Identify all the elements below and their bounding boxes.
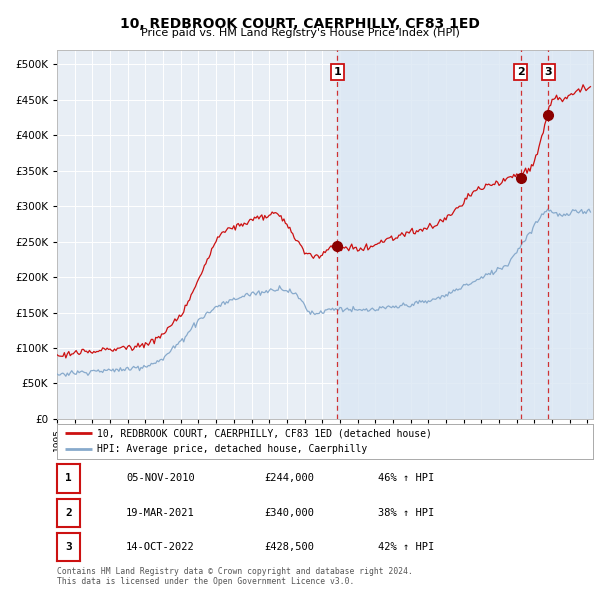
Text: This data is licensed under the Open Government Licence v3.0.: This data is licensed under the Open Gov…: [57, 577, 355, 586]
Text: HPI: Average price, detached house, Caerphilly: HPI: Average price, detached house, Caer…: [97, 444, 367, 454]
Text: 38% ↑ HPI: 38% ↑ HPI: [378, 508, 434, 517]
Text: £340,000: £340,000: [264, 508, 314, 517]
Text: 2: 2: [65, 508, 72, 517]
Text: 46% ↑ HPI: 46% ↑ HPI: [378, 474, 434, 483]
Text: 19-MAR-2021: 19-MAR-2021: [126, 508, 195, 517]
Text: £244,000: £244,000: [264, 474, 314, 483]
Text: 3: 3: [545, 67, 552, 77]
Text: 3: 3: [65, 542, 72, 552]
Text: 2: 2: [517, 67, 524, 77]
Text: Contains HM Land Registry data © Crown copyright and database right 2024.: Contains HM Land Registry data © Crown c…: [57, 567, 413, 576]
Text: 42% ↑ HPI: 42% ↑ HPI: [378, 542, 434, 552]
Text: 10, REDBROOK COURT, CAERPHILLY, CF83 1ED (detached house): 10, REDBROOK COURT, CAERPHILLY, CF83 1ED…: [97, 428, 432, 438]
Text: 1: 1: [334, 67, 341, 77]
Bar: [337, 50, 593, 419]
Text: 14-OCT-2022: 14-OCT-2022: [126, 542, 195, 552]
Text: 05-NOV-2010: 05-NOV-2010: [126, 474, 195, 483]
Text: Price paid vs. HM Land Registry's House Price Index (HPI): Price paid vs. HM Land Registry's House …: [140, 28, 460, 38]
Text: 1: 1: [65, 474, 72, 483]
Text: £428,500: £428,500: [264, 542, 314, 552]
Text: 10, REDBROOK COURT, CAERPHILLY, CF83 1ED: 10, REDBROOK COURT, CAERPHILLY, CF83 1ED: [120, 17, 480, 31]
